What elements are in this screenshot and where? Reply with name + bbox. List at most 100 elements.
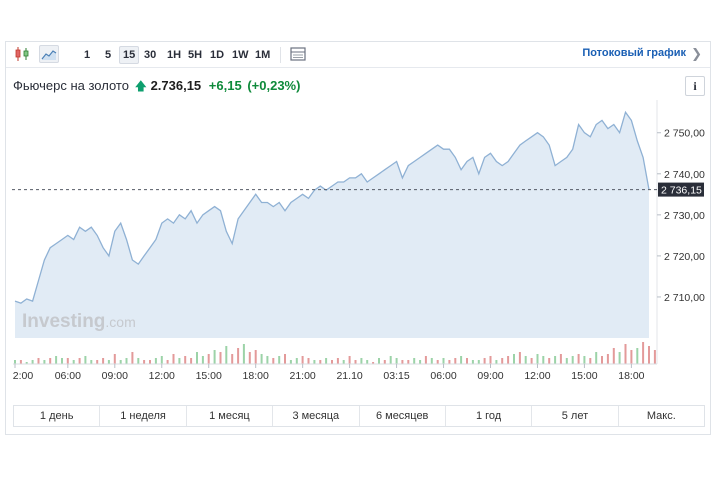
- volume-bar: [653, 350, 656, 364]
- volume-bar: [378, 358, 380, 364]
- volume-bar: [49, 358, 52, 364]
- volume-bar: [606, 354, 609, 364]
- range-1-month[interactable]: 1 месяц: [187, 406, 274, 426]
- volume-bar: [430, 358, 433, 364]
- investing-watermark: Investing.com: [22, 311, 136, 332]
- volume-bar: [348, 356, 351, 364]
- volume-bar: [642, 342, 645, 364]
- volume-bar: [272, 358, 275, 364]
- range-1-week[interactable]: 1 неделя: [100, 406, 187, 426]
- volume-bar: [254, 350, 257, 364]
- chart-toolbar: 1 5 15 30 1H 5H 1D 1W 1M Потоковый графи…: [6, 42, 710, 68]
- interval-1h[interactable]: 1H: [167, 49, 182, 61]
- info-button[interactable]: i: [685, 76, 705, 96]
- range-max[interactable]: Макс.: [646, 410, 676, 422]
- volume-bar: [483, 358, 486, 364]
- area-chart-icon[interactable]: [39, 45, 59, 63]
- volume-bar: [331, 360, 333, 364]
- interval-5h[interactable]: 5H: [188, 49, 203, 61]
- volume-bar: [178, 358, 181, 364]
- volume-bar: [612, 348, 615, 364]
- range-1-year[interactable]: 1 год: [446, 406, 533, 426]
- x-tick-label: 21.10: [336, 370, 362, 382]
- interval-1d[interactable]: 1D: [210, 49, 225, 61]
- volume-bar: [507, 356, 510, 364]
- candlestick-icon[interactable]: [13, 45, 33, 63]
- volume-bar: [213, 350, 216, 364]
- volume-bar: [154, 358, 157, 364]
- volume-bar: [401, 360, 404, 364]
- volume-bar: [119, 360, 122, 364]
- volume-bar: [389, 356, 392, 364]
- volume-bar: [66, 358, 69, 364]
- interval-1[interactable]: 1: [84, 49, 91, 61]
- volume-bar: [372, 362, 375, 364]
- instrument-header: Фьючерс на золото 🡅 2.736,15 +6,15 (+0,2…: [13, 77, 300, 98]
- volume-bar: [90, 360, 93, 364]
- watermark-brand: Investing: [22, 311, 105, 332]
- volume-bar: [301, 356, 304, 364]
- volume-bar: [524, 356, 527, 364]
- volume-bar: [466, 358, 468, 364]
- volume-bar: [518, 352, 521, 364]
- volume-bar: [319, 360, 322, 364]
- instrument-name: Фьючерс на золото: [13, 78, 129, 93]
- volume-bar: [284, 354, 286, 364]
- volume-bar: [184, 356, 187, 364]
- x-tick-label: 09:00: [477, 370, 503, 382]
- volume-bar: [190, 358, 193, 364]
- volume-bar: [289, 360, 292, 364]
- x-tick-label: 09:00: [102, 370, 128, 382]
- y-tick-label: 2 720,00: [664, 251, 705, 263]
- last-price-label-bg: [658, 182, 704, 197]
- volume-bar: [460, 356, 463, 364]
- x-tick-label: 15:00: [571, 370, 597, 382]
- volume-bar: [419, 360, 422, 364]
- interval-15[interactable]: 15: [119, 46, 140, 64]
- x-tick-label: 21:00: [290, 370, 316, 382]
- volume-bar: [648, 346, 650, 364]
- chevron-right-icon[interactable]: ❯: [691, 46, 702, 61]
- volume-bar: [31, 360, 34, 364]
- x-tick-label: 2:00: [13, 370, 34, 382]
- volume-bar: [61, 358, 63, 364]
- interval-1m[interactable]: 1M: [255, 49, 271, 61]
- volume-bar: [84, 356, 87, 364]
- volume-bar: [43, 360, 46, 364]
- volume-bar: [137, 358, 140, 364]
- price-line: [14, 110, 650, 304]
- range-5-years[interactable]: 5 лет: [532, 406, 619, 426]
- volume-bar: [143, 360, 146, 364]
- volume-bar: [442, 358, 445, 364]
- volume-bar: [536, 354, 539, 364]
- range-6-months[interactable]: 6 месяцев: [360, 406, 446, 426]
- volume-bar: [78, 358, 81, 364]
- volume-bar: [207, 354, 210, 364]
- instrument-price: 2.736,15: [150, 78, 202, 93]
- volume-bar: [448, 360, 451, 364]
- y-tick-label: 2 740,00: [664, 169, 705, 181]
- volume-bar: [125, 358, 128, 364]
- volume-bar: [630, 350, 633, 364]
- price-change-percent: (+0,23%): [247, 78, 301, 93]
- table-view-icon[interactable]: [288, 45, 308, 63]
- interval-30[interactable]: 30: [144, 49, 157, 61]
- volume-bar: [242, 344, 245, 364]
- volume-bar: [72, 360, 75, 364]
- streaming-chart-link[interactable]: Потоковый график: [582, 47, 686, 59]
- time-range-bar: 1 день 1 неделя 1 месяц 3 месяца 6 месяц…: [13, 405, 705, 427]
- interval-1w[interactable]: 1W: [232, 49, 249, 61]
- volume-bar: [424, 356, 427, 364]
- range-3-months[interactable]: 3 месяца: [273, 406, 360, 426]
- volume-bar: [477, 360, 480, 364]
- volume-bar: [19, 360, 22, 364]
- volume-bar: [295, 358, 298, 364]
- volume-bar: [278, 356, 281, 364]
- volume-bar: [248, 352, 251, 364]
- volume-bar: [160, 356, 163, 364]
- volume-bar: [237, 348, 240, 364]
- volume-bar: [495, 360, 498, 364]
- volume-bar: [55, 356, 58, 364]
- interval-5[interactable]: 5: [105, 49, 112, 61]
- range-1-day[interactable]: 1 день: [14, 406, 101, 426]
